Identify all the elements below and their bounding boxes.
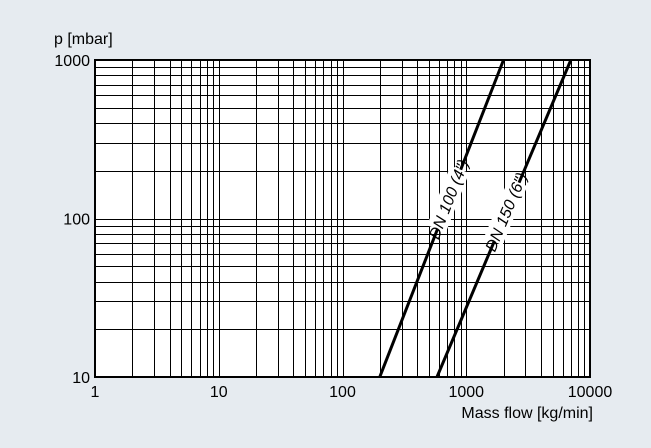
- y-tick-label: 100: [63, 212, 90, 229]
- series-label-background: [427, 165, 470, 233]
- grid: [95, 60, 591, 378]
- y-tick-label: 1000: [54, 53, 90, 70]
- x-tick-label: 10: [210, 384, 228, 401]
- y-axis-title: p [mbar]: [54, 31, 113, 48]
- y-tick-label: 10: [72, 370, 90, 387]
- x-tick-label: 1: [91, 384, 100, 401]
- series-label-background: [483, 178, 528, 246]
- x-tick-label: 100: [329, 384, 356, 401]
- x-tick-label: 10000: [568, 384, 613, 401]
- x-tick-label: 1000: [448, 384, 484, 401]
- x-axis-title: Mass flow [kg/min]: [461, 405, 593, 422]
